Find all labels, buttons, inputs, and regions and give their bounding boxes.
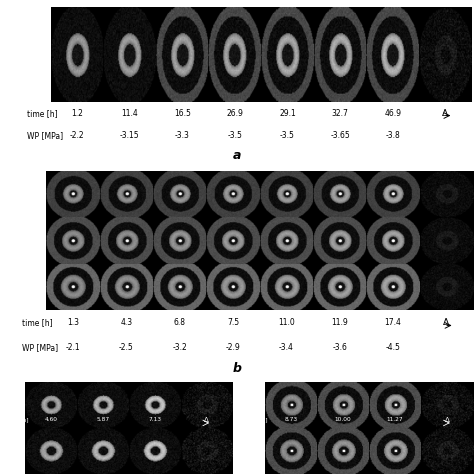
Text: 26.9: 26.9 xyxy=(227,109,243,118)
Text: 17.4: 17.4 xyxy=(384,318,401,327)
Text: -3.2: -3.2 xyxy=(172,344,187,353)
Text: -3.65: -3.65 xyxy=(330,131,350,140)
Text: -2.1: -2.1 xyxy=(65,344,80,353)
Text: -3.4: -3.4 xyxy=(279,344,294,353)
Text: a: a xyxy=(233,149,241,162)
Text: 11.4: 11.4 xyxy=(121,109,138,118)
Text: 4.3: 4.3 xyxy=(120,318,132,327)
Text: -2.5: -2.5 xyxy=(119,344,134,353)
Text: 7.13: 7.13 xyxy=(148,417,161,422)
Text: 4.60: 4.60 xyxy=(45,417,58,422)
Text: 32×32: 32×32 xyxy=(11,396,17,413)
Text: -3.8: -3.8 xyxy=(385,131,400,140)
Text: -3.5: -3.5 xyxy=(280,131,295,140)
Text: ×64: ×64 xyxy=(11,446,17,456)
Text: b: b xyxy=(233,362,241,375)
Text: Δ: Δ xyxy=(445,417,449,423)
Text: 29.1: 29.1 xyxy=(279,109,296,118)
Text: 128×128: 128×128 xyxy=(31,274,36,300)
Text: Δ: Δ xyxy=(442,109,448,118)
Text: time [h]: time [h] xyxy=(5,417,28,422)
Text: 11.27: 11.27 xyxy=(387,417,403,422)
Text: time [h]: time [h] xyxy=(22,318,53,327)
Text: -3.5: -3.5 xyxy=(228,131,242,140)
Text: -4.5: -4.5 xyxy=(385,344,401,353)
Text: 11.9: 11.9 xyxy=(331,318,348,327)
Text: time [h]: time [h] xyxy=(27,109,57,118)
Text: -3.6: -3.6 xyxy=(332,344,347,353)
Text: WP [MPa]: WP [MPa] xyxy=(27,131,63,140)
Text: 6.8: 6.8 xyxy=(173,318,186,327)
Text: 128×128: 128×128 xyxy=(36,31,41,59)
Text: 11.0: 11.0 xyxy=(278,318,295,327)
Text: 5.87: 5.87 xyxy=(96,417,109,422)
Text: 64×64: 64×64 xyxy=(31,231,36,250)
Text: 7.5: 7.5 xyxy=(227,318,239,327)
Text: -3.15: -3.15 xyxy=(120,131,139,140)
Text: 8.73: 8.73 xyxy=(284,417,298,422)
Text: -3.3: -3.3 xyxy=(175,131,190,140)
Text: 1.3: 1.3 xyxy=(67,318,79,327)
Text: 46.9: 46.9 xyxy=(384,109,401,118)
Text: 32×32: 32×32 xyxy=(251,396,256,413)
Text: -2.9: -2.9 xyxy=(226,344,240,353)
Text: 16.5: 16.5 xyxy=(173,109,191,118)
Text: WP [MPa]: WP [MPa] xyxy=(22,344,58,353)
Text: 10.00: 10.00 xyxy=(335,417,351,422)
Text: time [h]: time [h] xyxy=(244,417,268,422)
Text: -2.2: -2.2 xyxy=(70,131,84,140)
Text: Δ: Δ xyxy=(204,417,209,423)
Text: Δ: Δ xyxy=(443,318,449,327)
Text: ×64: ×64 xyxy=(251,446,256,456)
Text: 32.7: 32.7 xyxy=(332,109,348,118)
Text: 32×32: 32×32 xyxy=(31,185,36,203)
Text: 1.2: 1.2 xyxy=(71,109,83,118)
